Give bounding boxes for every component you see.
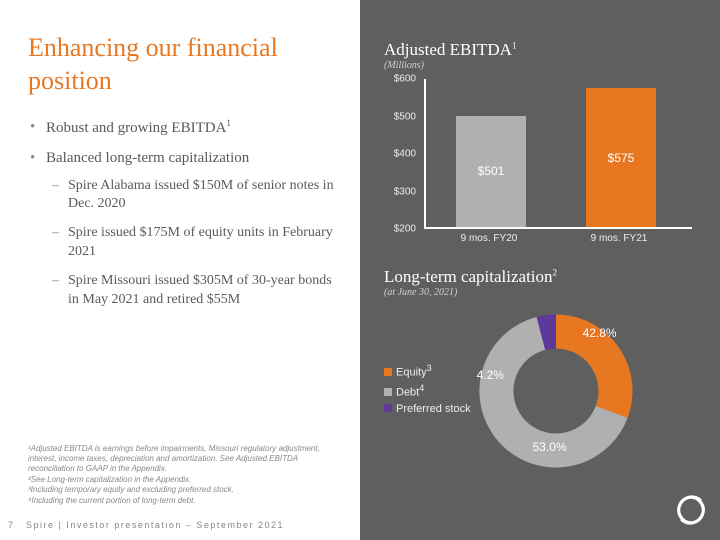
left-panel: Enhancing our financial position Robust … — [0, 0, 360, 540]
cap-subtitle: (at June 30, 2021) — [384, 287, 696, 298]
bullet-1: Robust and growing EBITDA1 — [28, 117, 338, 138]
ebitda-title: Adjusted EBITDA1 — [384, 40, 696, 60]
legend: Equity3 Debt4 Preferred stock — [384, 363, 471, 418]
bar-fy20: $501 — [456, 116, 526, 227]
cap-section: Long-term capitalization2 (at June 30, 2… — [384, 267, 696, 476]
ebitda-section: Adjusted EBITDA1 (Millions) $600 $500 $4… — [384, 40, 696, 249]
pct-equity: 42.8% — [583, 326, 617, 340]
sub-1: Spire Alabama issued $150M of senior not… — [46, 177, 338, 215]
sub-2: Spire issued $175M of equity units in Fe… — [46, 224, 338, 262]
bullet-2: Balanced long-term capitalization Spire … — [28, 148, 338, 310]
footer: 7 Spire | Investor presentation – Septem… — [8, 520, 284, 530]
plot-area: $501 $575 — [424, 79, 692, 229]
footer-text: Spire | Investor presentation – Septembe… — [26, 520, 284, 530]
spire-logo-icon — [676, 495, 706, 530]
page-title: Enhancing our financial position — [28, 32, 338, 97]
x-axis: 9 mos. FY20 9 mos. FY21 — [424, 231, 692, 249]
main-bullets: Robust and growing EBITDA1 Balanced long… — [28, 117, 338, 320]
swatch-equity — [384, 368, 392, 376]
legend-equity: Equity3 — [384, 363, 471, 379]
sub-bullets: Spire Alabama issued $150M of senior not… — [46, 177, 338, 310]
cap-title: Long-term capitalization2 — [384, 267, 696, 287]
donut-wrap: Equity3 Debt4 Preferred stock — [384, 306, 696, 476]
y-axis: $600 $500 $400 $300 $200 — [384, 79, 420, 229]
footnotes: ¹Adjusted EBITDA is earnings before impa… — [28, 444, 338, 506]
donut-chart: 42.8% 53.0% 4.2% — [471, 306, 641, 476]
legend-preferred: Preferred stock — [384, 403, 471, 415]
pct-preferred: 4.2% — [477, 368, 504, 382]
swatch-debt — [384, 388, 392, 396]
legend-debt: Debt4 — [384, 383, 471, 399]
pct-debt: 53.0% — [533, 440, 567, 454]
ebitda-chart: $600 $500 $400 $300 $200 $501 $575 9 mos… — [384, 79, 696, 249]
bar-fy21: $575 — [586, 88, 656, 227]
ebitda-subtitle: (Millions) — [384, 60, 696, 71]
right-panel: Adjusted EBITDA1 (Millions) $600 $500 $4… — [360, 0, 720, 540]
sub-3: Spire Missouri issued $305M of 30-year b… — [46, 272, 338, 310]
swatch-preferred — [384, 404, 392, 412]
page-number: 7 — [8, 520, 22, 530]
